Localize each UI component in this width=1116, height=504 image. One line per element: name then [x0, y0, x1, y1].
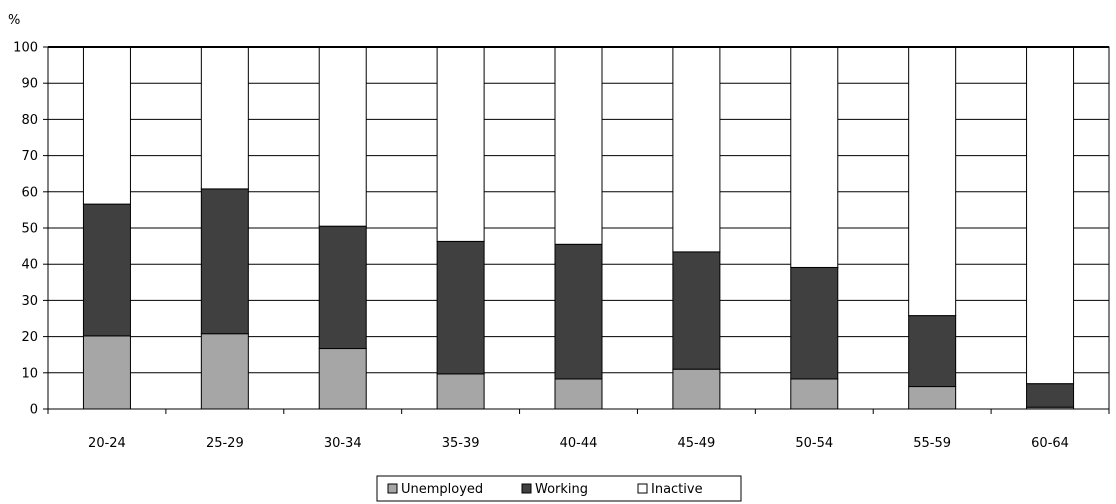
x-tick-label: 40-44 — [560, 436, 598, 451]
bar-inactive-55-59 — [908, 46, 957, 317]
bar-working-40-44 — [554, 243, 603, 380]
bar-unemployed-20-24 — [82, 335, 131, 410]
x-tick-label: 55-59 — [913, 436, 951, 451]
x-tick-label: 35-39 — [442, 436, 480, 451]
bar-unemployed-55-59 — [908, 386, 957, 410]
bar-unemployed-25-29 — [200, 333, 249, 410]
bar-working-50-54 — [790, 266, 839, 380]
bar-unemployed-50-54 — [790, 378, 839, 410]
bar-working-25-29 — [200, 188, 249, 335]
legend: Unemployed Working Inactive — [376, 475, 742, 502]
legend-label-working: Working — [535, 482, 588, 497]
bar-unemployed-40-44 — [554, 378, 603, 410]
legend-swatch-inactive — [637, 483, 648, 494]
bar-working-20-24 — [82, 203, 131, 337]
bar-inactive-35-39 — [436, 46, 485, 242]
y-tick-label: 10 — [21, 366, 38, 381]
y-tick-label: 40 — [21, 258, 38, 273]
legend-label-unemployed: Unemployed — [401, 482, 483, 497]
y-tick-label: 60 — [21, 185, 38, 200]
y-tick-label: 100 — [13, 41, 38, 56]
bar-inactive-60-64 — [1026, 46, 1075, 385]
legend-label-inactive: Inactive — [651, 482, 703, 497]
bar-unemployed-35-39 — [436, 373, 485, 410]
y-tick-label: 70 — [21, 149, 38, 164]
bar-inactive-45-49 — [672, 46, 721, 253]
x-tick-label: 50-54 — [795, 436, 833, 451]
legend-swatch-working — [521, 483, 532, 494]
x-tick-label: 20-24 — [88, 436, 126, 451]
bar-inactive-20-24 — [82, 46, 131, 205]
legend-box — [376, 475, 742, 502]
y-tick-label: 80 — [21, 113, 38, 128]
x-tick-label: 60-64 — [1031, 436, 1069, 451]
legend-swatch-unemployed — [387, 483, 398, 494]
bar-unemployed-45-49 — [672, 368, 721, 410]
bar-unemployed-30-34 — [318, 348, 367, 410]
y-axis-unit-label: % — [8, 13, 20, 28]
y-tick-label: 90 — [21, 77, 38, 92]
x-tick-label: 45-49 — [677, 436, 715, 451]
y-tick-label: 30 — [21, 294, 38, 309]
bar-inactive-30-34 — [318, 46, 367, 227]
x-axis-ticks: 20-24 25-29 30-34 35-39 40-44 45-49 50-54 55-59… — [47, 409, 1110, 451]
y-tick-label: 50 — [21, 222, 38, 237]
y-tick-label: 20 — [21, 330, 38, 345]
bar-working-45-49 — [672, 251, 721, 370]
bar-inactive-40-44 — [554, 46, 603, 245]
y-axis-ticks: 0 10 20 30 40 50 60 70 80 90 100 — [13, 41, 48, 418]
bar-working-60-64 — [1026, 383, 1075, 408]
bar-inactive-25-29 — [200, 46, 249, 190]
bars — [82, 46, 1075, 410]
x-tick-label: 25-29 — [206, 436, 244, 451]
bar-working-55-59 — [908, 315, 957, 388]
bar-inactive-50-54 — [790, 46, 839, 268]
x-tick-label: 30-34 — [324, 436, 362, 451]
bar-working-35-39 — [436, 240, 485, 375]
y-tick-label: 0 — [30, 403, 38, 418]
bar-working-30-34 — [318, 225, 367, 350]
